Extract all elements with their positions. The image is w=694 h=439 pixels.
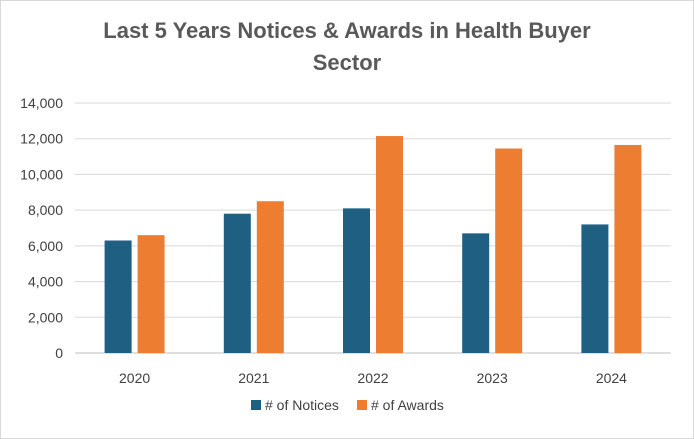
bar-awards-2021 (256, 201, 284, 353)
gridlines (75, 102, 671, 354)
x-tick-label: 2023 (477, 370, 508, 386)
bar-awards-2023 (495, 148, 523, 353)
y-tick-label: 14,000 (20, 95, 63, 111)
legend-label-notices: # of Notices (265, 397, 339, 413)
legend-swatch-awards (357, 400, 367, 410)
chart-title: Last 5 Years Notices & Awards in Health … (1, 15, 693, 79)
bar-awards-2020 (137, 235, 165, 353)
bar-awards-2022 (376, 136, 403, 353)
legend-swatch-notices (251, 400, 261, 410)
x-tick-label: 2020 (119, 370, 150, 386)
bar-notices-2022 (343, 208, 370, 353)
chart-title-line-1: Last 5 Years Notices & Awards in Health … (103, 18, 591, 43)
x-tick-label: 2024 (596, 370, 627, 386)
x-tick-label: 2021 (238, 370, 269, 386)
bar-notices-2021 (223, 213, 251, 353)
legend-label-awards: # of Awards (371, 397, 444, 413)
x-axis-ticks: 2020 2021 2022 2023 2024 (119, 370, 627, 386)
y-tick-label: 2,000 (28, 309, 63, 325)
y-tick-label: 4,000 (28, 274, 63, 290)
y-tick-label: 8,000 (28, 202, 63, 218)
y-tick-label: 6,000 (28, 238, 63, 254)
bar-awards-2024 (614, 144, 642, 353)
x-tick-label: 2022 (357, 370, 388, 386)
y-tick-label: 10,000 (20, 166, 63, 182)
y-axis-ticks: 0 2,000 4,000 6,000 8,000 10,000 12,000 14,000 (20, 95, 63, 361)
y-tick-label: 12,000 (20, 131, 63, 147)
bar-notices-2020 (104, 240, 132, 353)
chart-title-line-2: Sector (312, 50, 382, 75)
bar-notices-2024 (581, 224, 609, 353)
bars (104, 136, 642, 353)
y-tick-label: 0 (55, 345, 63, 361)
bar-notices-2023 (462, 233, 490, 353)
legend: # of Notices # of Awards (251, 397, 444, 413)
